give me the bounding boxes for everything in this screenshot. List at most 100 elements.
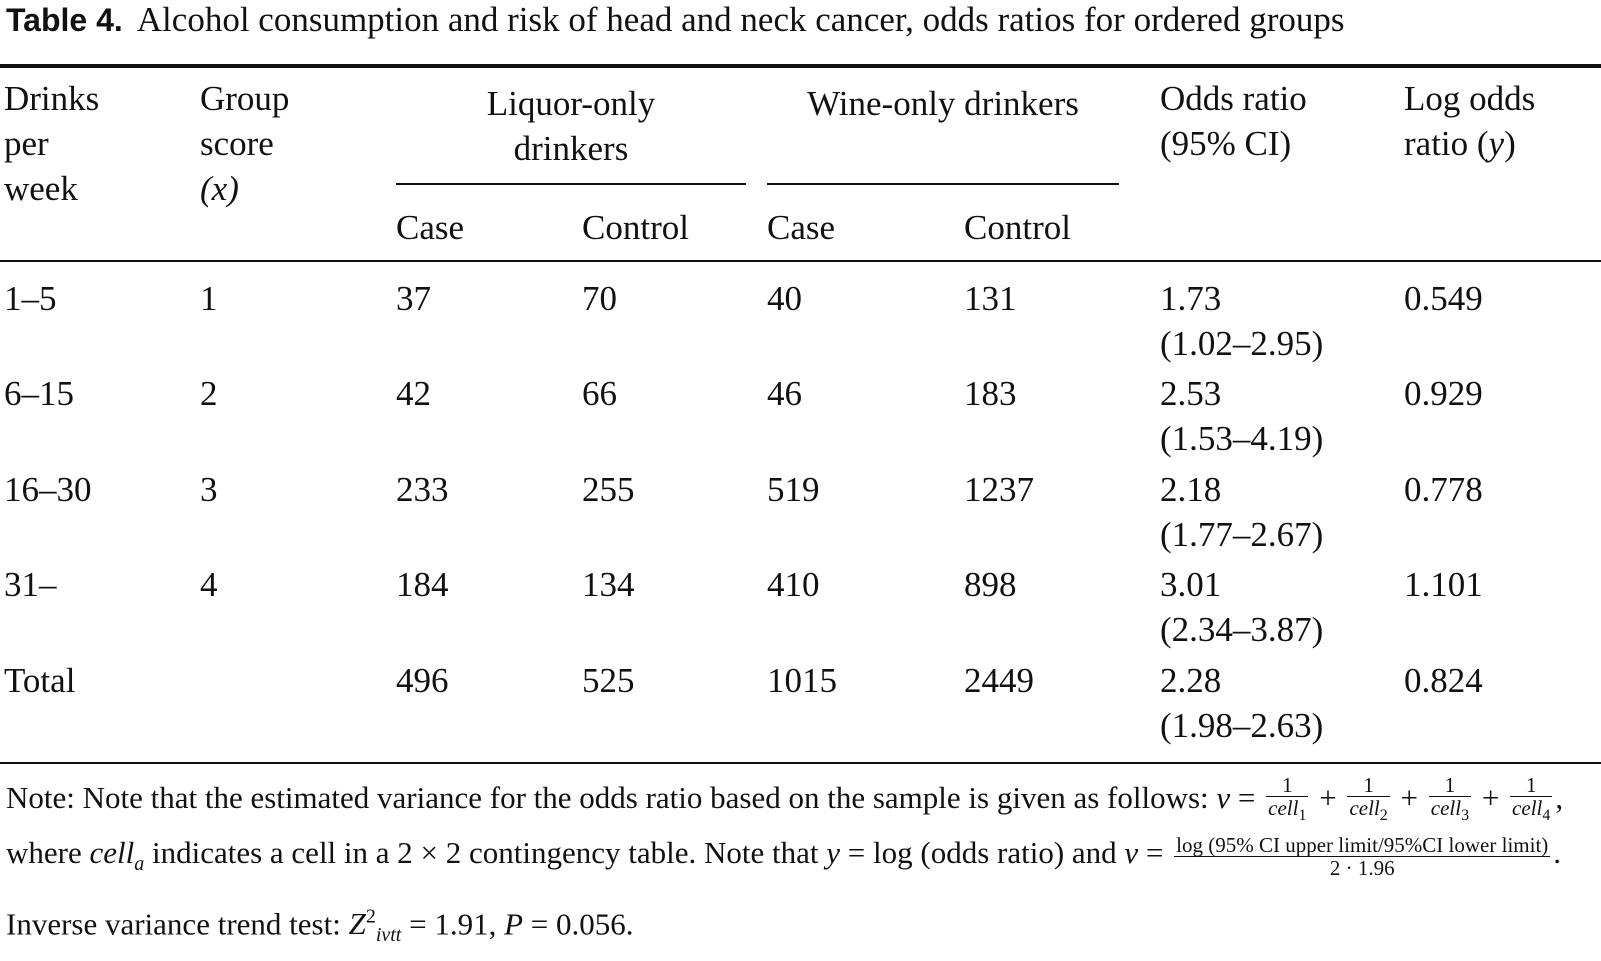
header-liquor-line1: Liquor-only	[486, 84, 656, 123]
header-odds-ratio: Odds ratio (95% CI)	[1160, 76, 1307, 166]
cell-liquor-case: 496	[396, 661, 449, 700]
cell-wine-case: 40	[767, 279, 802, 318]
note-equals2: =	[1138, 835, 1172, 871]
cell-log-odds: 0.778	[1404, 470, 1483, 509]
header-log-var: y	[1488, 124, 1505, 163]
cell-liquor-control: 525	[582, 661, 635, 700]
note-plus: +	[1311, 780, 1345, 815]
table-caption: Table 4. Alcohol consumption and risk of …	[6, 0, 1344, 40]
header-wine-case: Case	[767, 208, 836, 247]
header-drinks-line3: week	[4, 169, 78, 208]
cell-odds-ratio: 3.01	[1160, 565, 1222, 604]
cell-wine-control: 183	[964, 374, 1017, 413]
frac-num: 1	[1428, 774, 1472, 798]
header-liquor-case: Case	[396, 208, 465, 247]
header-group-var: (x)	[200, 169, 239, 208]
cell-sub: 4	[1542, 807, 1551, 825]
fraction-3: 1 cell3	[1428, 774, 1472, 827]
cell-liquor-control: 255	[582, 470, 635, 509]
cell-sub: 2	[1379, 807, 1388, 825]
cell-ci: (2.34–3.87)	[1160, 610, 1324, 649]
header-log-line2: ratio (y)	[1404, 121, 1535, 166]
cell-wine-control: 1237	[964, 470, 1034, 509]
cell-word: cell	[1268, 796, 1299, 821]
z-sup: 2	[365, 905, 376, 928]
header-group-line2: score	[200, 124, 274, 163]
z-sub: ivtt	[375, 924, 402, 947]
cell-score: 1	[200, 279, 218, 318]
fraction-variance: log (95% CI upper limit/95%CI lower limi…	[1174, 832, 1551, 880]
table-note: Note: Note that the estimated variance f…	[6, 772, 1598, 961]
table-title: Alcohol consumption and risk of head and…	[136, 0, 1345, 39]
cell-wine-case: 46	[767, 374, 802, 413]
header-drinks-line2: per	[4, 124, 49, 163]
header-wine-line1: Wine-only drinkers	[807, 84, 1079, 123]
header-liquor-control: Control	[582, 208, 689, 247]
cell-score: 4	[200, 565, 218, 604]
note-cell-a-sub: a	[134, 853, 145, 876]
header-liquor-only: Liquor-only drinkers	[396, 81, 746, 171]
cell-liquor-control: 70	[582, 279, 617, 318]
header-liquor-line2: drinkers	[513, 129, 629, 168]
fraction-1: 1 cell1	[1266, 774, 1309, 827]
cell-sub: 3	[1461, 807, 1470, 825]
fraction-2: 1 cell2	[1347, 774, 1390, 827]
cell-word: cell	[1512, 796, 1543, 821]
note-plus: +	[1392, 780, 1426, 815]
cell-odds-ratio: 2.18	[1160, 470, 1222, 509]
cell-wine-case: 410	[767, 565, 820, 604]
frac-den: cell2	[1347, 797, 1389, 827]
bottom-rule	[0, 762, 1601, 764]
cell-sub: 1	[1298, 807, 1307, 825]
frac-num: 1	[1510, 774, 1553, 798]
header-or-line2: (95% CI)	[1160, 124, 1292, 163]
table-label: Table 4.	[6, 2, 123, 38]
frac-den: cell4	[1510, 797, 1552, 827]
cell-odds-ratio: 1.73	[1160, 279, 1222, 318]
header-drinks-per-week: Drinks per week	[4, 76, 99, 211]
header-log-close: )	[1504, 124, 1516, 163]
cell-word: cell	[1349, 796, 1380, 821]
frac-num: 1	[1266, 774, 1309, 798]
cell-drinks: 31–	[4, 565, 57, 604]
cell-ci: (1.53–4.19)	[1160, 419, 1324, 458]
header-or-line1: Odds ratio	[1160, 79, 1307, 118]
cell-liquor-control: 66	[582, 374, 617, 413]
note-var-v: v	[1216, 780, 1231, 815]
cell-liquor-case: 184	[396, 565, 449, 604]
header-group-score: Group score (x)	[200, 76, 289, 211]
cell-liquor-case: 37	[396, 279, 431, 318]
note-intro: Note: Note that the estimated variance f…	[6, 780, 1217, 815]
cell-wine-case: 1015	[767, 661, 837, 700]
cell-wine-control: 131	[964, 279, 1017, 318]
cell-score: 2	[200, 374, 218, 413]
header-wine-control: Control	[964, 208, 1071, 247]
note-equals: =	[1230, 780, 1264, 815]
cell-drinks: 1–5	[4, 279, 57, 318]
cell-odds-ratio: 2.28	[1160, 661, 1222, 700]
note-contingency: indicates a cell in a 2 × 2 contingency …	[144, 835, 827, 871]
cell-ci: (1.77–2.67)	[1160, 515, 1324, 554]
liquor-group-rule	[396, 183, 746, 185]
cell-wine-control: 898	[964, 565, 1017, 604]
z-value: = 1.91,	[401, 906, 505, 941]
cell-ci: (1.02–2.95)	[1160, 324, 1324, 363]
cell-word: cell	[1430, 796, 1462, 821]
cell-log-odds: 1.101	[1404, 565, 1483, 604]
header-log-text: ratio (	[1404, 124, 1489, 163]
variance-den: 2 · 1.96	[1329, 855, 1395, 880]
variance-num: log (95% CI upper limit/95%CI lower limi…	[1174, 832, 1551, 857]
cell-drinks: 6–15	[4, 374, 74, 413]
note-y-def: = log (odds ratio) and	[840, 835, 1125, 871]
z-letter: Z	[348, 906, 366, 941]
note-where: , where	[6, 780, 1564, 871]
cell-log-odds: 0.824	[1404, 661, 1483, 700]
header-log-odds: Log odds ratio (y)	[1404, 76, 1535, 166]
p-value: = 0.056.	[523, 906, 634, 941]
note-trend: . Inverse variance trend test:	[6, 835, 1562, 941]
top-rule	[0, 64, 1601, 68]
cell-score: 3	[200, 470, 218, 509]
header-drinks-line1: Drinks	[4, 79, 100, 118]
note-cell-a: cell	[89, 835, 135, 871]
cell-drinks: Total	[4, 661, 76, 700]
